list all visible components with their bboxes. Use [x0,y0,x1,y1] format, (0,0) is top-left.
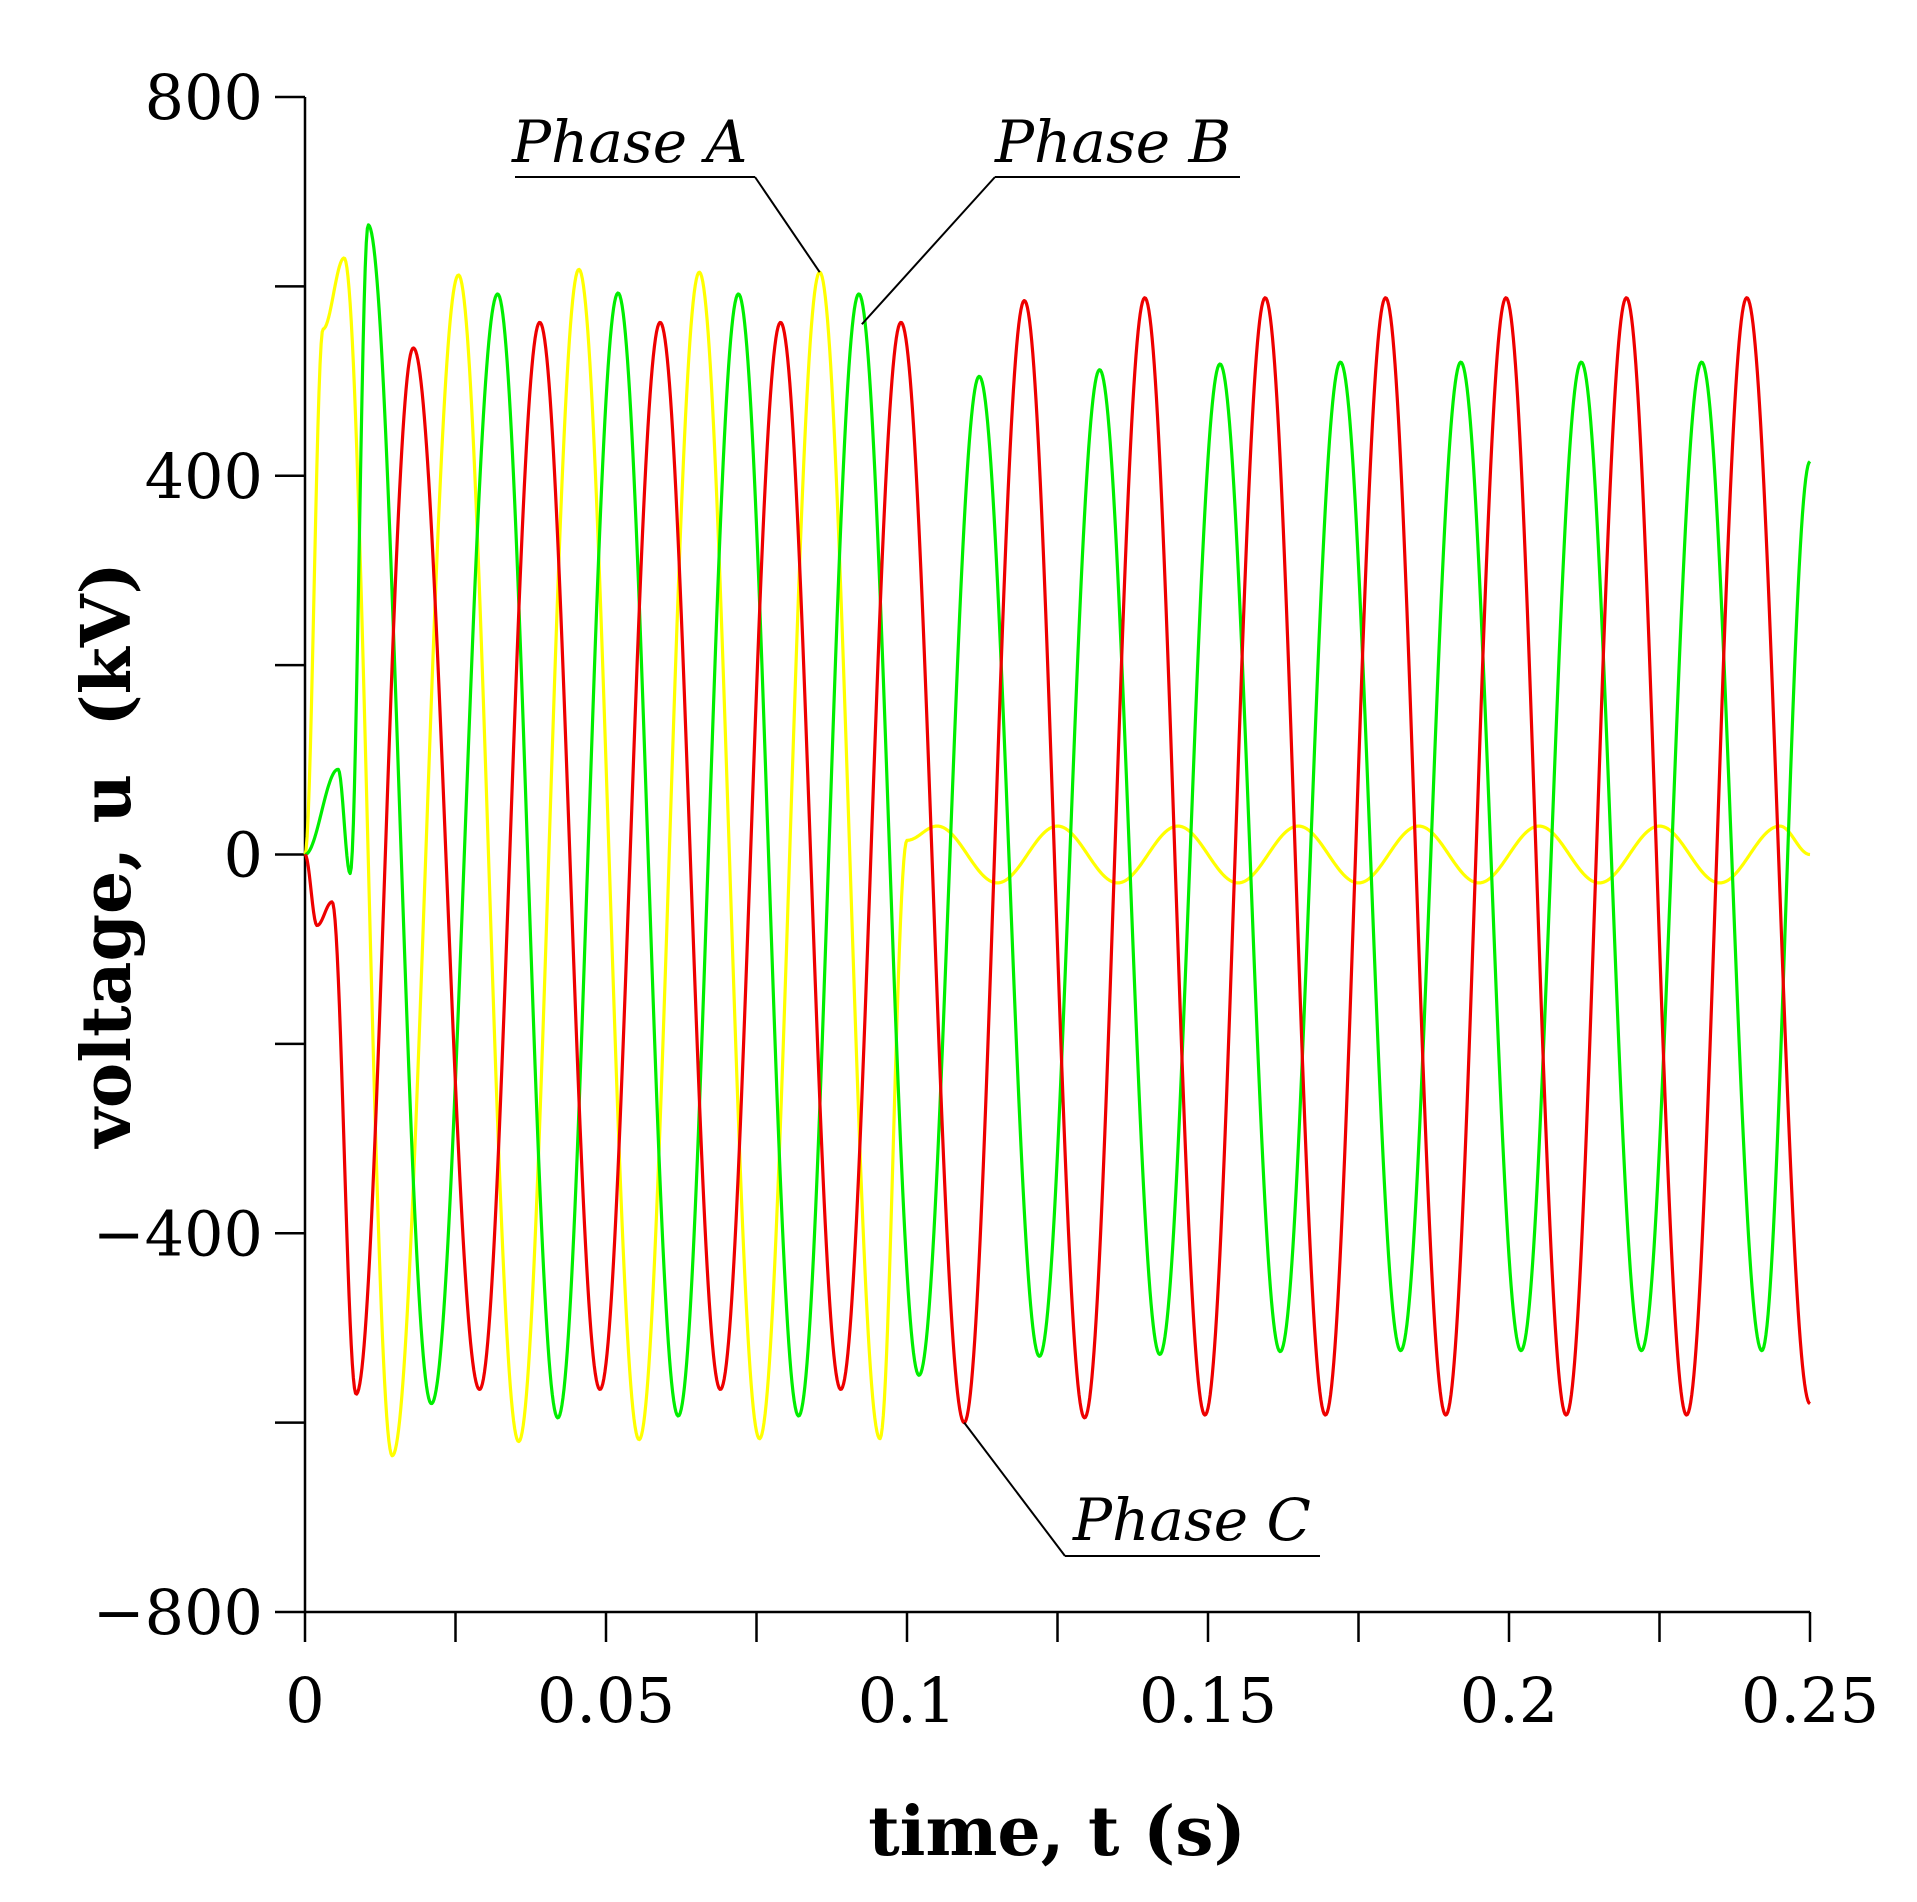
axes [303,97,1810,1614]
phase-c-leader [963,1422,1066,1557]
x-tick-label: 0.25 [1741,1664,1879,1737]
y-tick-label: 800 [145,61,263,134]
phase-b-label: Phase B [994,108,1231,176]
x-axis-title: time, t (s) [868,1792,1246,1872]
y-tick-label: −400 [93,1197,263,1270]
phase-a-label: Phase A [511,108,747,176]
x-tick-label: 0 [285,1664,324,1737]
y-ticks: −800 −400 0 400 800 [93,61,305,1649]
x-tick-label: 0.1 [858,1664,957,1737]
series-line-phase-c [303,296,1811,1425]
y-axis-title: voltage, u (kV) [67,562,147,1149]
series-layer [303,223,1812,1458]
phase-b-leader [861,176,996,325]
y-tick-label: −800 [93,1576,263,1649]
series-line-phase-a [303,256,1811,1458]
phase-a-leader [754,176,821,273]
x-ticks: 0 0.05 0.1 0.15 0.2 0.25 [285,1612,1879,1737]
series-line-phase-b [304,223,1812,1420]
y-tick-label: 400 [145,440,263,513]
phase-callouts: Phase A Phase B Phase C [511,108,1320,1557]
x-tick-label: 0.15 [1139,1664,1277,1737]
x-tick-label: 0.05 [537,1664,675,1737]
x-tick-label: 0.2 [1460,1664,1559,1737]
phase-c-label: Phase C [1072,1486,1311,1554]
y-tick-label: 0 [224,819,263,892]
